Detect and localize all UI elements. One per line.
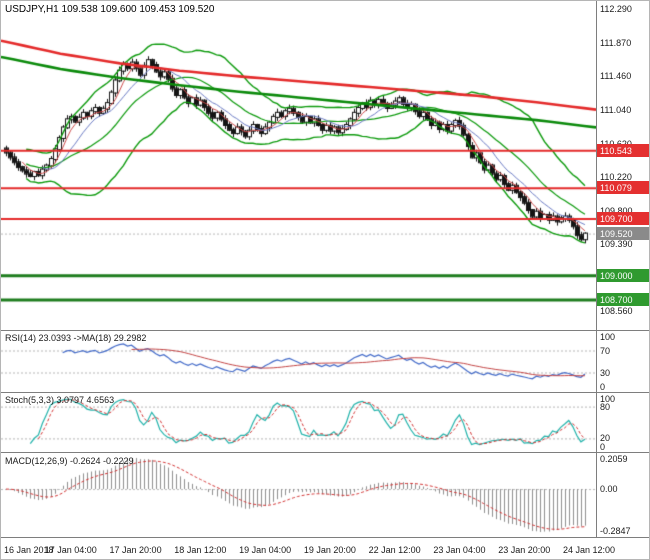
price-tick-label: 110.220 <box>600 171 632 182</box>
price-axis[interactable]: 112.290111.870111.460111.040110.620110.2… <box>597 1 649 538</box>
panel-resize-handle[interactable] <box>1 537 649 538</box>
price-tick-label: 109.800 <box>600 205 633 216</box>
current-price-label: 109.520 <box>597 226 649 240</box>
rsi-panel-canvas[interactable] <box>1 331 596 392</box>
price-level-label: 110.543 <box>597 143 649 157</box>
macd-tick-label: 0.00 <box>600 484 618 495</box>
time-axis[interactable]: 16 Jan 2018 17 Jan 04:00 17 Jan 20:00 18 Ja… <box>1 538 649 559</box>
time-tick-label: 17 Jan 20:00 <box>109 545 162 555</box>
panel-resize-handle[interactable] <box>1 330 649 331</box>
rsi-tick-label: 70 <box>600 345 611 356</box>
time-tick-label: 17 Jan 04:00 <box>44 545 97 555</box>
panel-resize-handle[interactable] <box>1 452 649 453</box>
time-tick-label: 18 Jan 12:00 <box>174 545 227 555</box>
rsi-tick-label: 0 <box>600 382 606 392</box>
main-chart-canvas[interactable] <box>1 1 596 330</box>
macd-indicator-header: MACD(12,26,9) -0.2624 -0.2229 <box>5 456 134 466</box>
macd-panel-canvas[interactable] <box>1 453 596 537</box>
time-tick-label: 22 Jan 12:00 <box>368 545 421 555</box>
chart-title: USDJPY,H1 109.538 109.600 109.453 109.52… <box>5 4 215 15</box>
rsi-tick-label: 100 <box>600 332 616 342</box>
stoch-tick-label: 20 <box>600 433 611 444</box>
time-tick-label: 23 Jan 04:00 <box>433 545 486 555</box>
price-tick-label: 109.390 <box>600 239 633 250</box>
macd-tick-label: -0.2847 <box>600 526 631 536</box>
price-tick-label: 111.460 <box>600 71 632 82</box>
axis-divider <box>596 1 597 537</box>
time-tick-label: 24 Jan 12:00 <box>562 545 616 555</box>
rsi-indicator-header: RSI(14) 23.0393 ->MA(18) 29.2982 <box>5 333 147 343</box>
price-tick-label: 111.870 <box>600 38 632 49</box>
panel-resize-handle[interactable] <box>1 392 649 393</box>
stoch-tick-label: 100 <box>600 394 616 404</box>
time-tick-label: 16 Jan 2018 <box>4 545 54 555</box>
stoch-tick-label: 0 <box>600 442 606 452</box>
price-level-label: 108.700 <box>597 293 649 307</box>
price-level-label: 109.700 <box>597 211 649 225</box>
time-tick-label: 19 Jan 04:00 <box>239 545 292 555</box>
price-tick-label: 111.040 <box>600 105 632 116</box>
stoch-tick-label: 80 <box>600 401 611 412</box>
price-level-label: 110.079 <box>597 181 649 195</box>
price-level-label: 109.000 <box>597 268 649 282</box>
time-tick-label: 19 Jan 20:00 <box>303 545 356 555</box>
stoch-panel-canvas[interactable] <box>1 393 596 452</box>
stoch-indicator-header: Stoch(5,3,3) 3.0797 4.6563 <box>5 395 115 405</box>
price-tick-label: 108.560 <box>600 306 633 317</box>
macd-tick-label: 0.2059 <box>600 454 628 464</box>
time-tick-label: 23 Jan 20:00 <box>498 545 551 555</box>
price-tick-label: 112.290 <box>600 4 632 15</box>
rsi-tick-label: 30 <box>600 367 611 378</box>
